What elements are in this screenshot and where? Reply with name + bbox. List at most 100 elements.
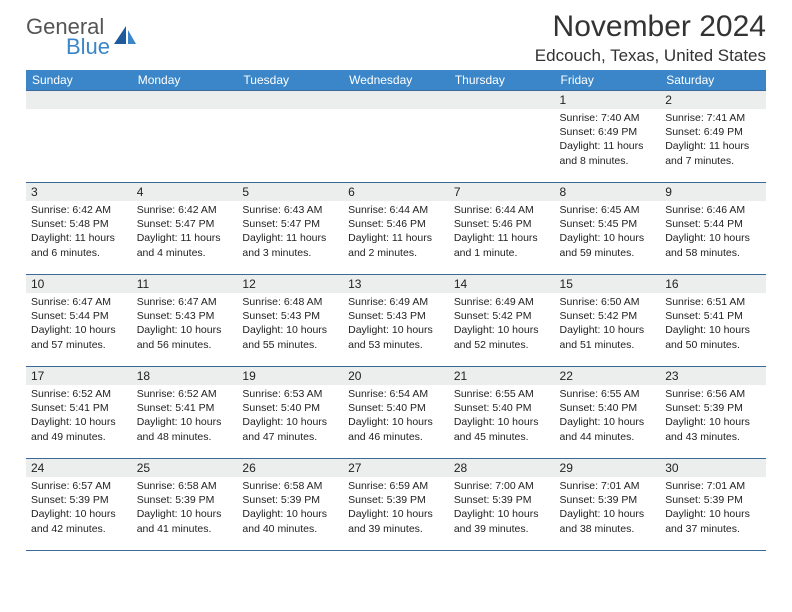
day-header-sunday: Sunday	[26, 70, 132, 91]
day-details: Sunrise: 6:49 AMSunset: 5:43 PMDaylight:…	[343, 293, 449, 356]
day-number: 20	[343, 367, 449, 385]
day-cell: 29Sunrise: 7:01 AMSunset: 5:39 PMDayligh…	[555, 459, 661, 551]
day-cell: 28Sunrise: 7:00 AMSunset: 5:39 PMDayligh…	[449, 459, 555, 551]
week-row: 24Sunrise: 6:57 AMSunset: 5:39 PMDayligh…	[26, 459, 766, 551]
day-details: Sunrise: 6:50 AMSunset: 5:42 PMDaylight:…	[555, 293, 661, 356]
day-cell: 1Sunrise: 7:40 AMSunset: 6:49 PMDaylight…	[555, 91, 661, 183]
day-details: Sunrise: 6:44 AMSunset: 5:46 PMDaylight:…	[343, 201, 449, 264]
day-header-monday: Monday	[132, 70, 238, 91]
day-cell: 3Sunrise: 6:42 AMSunset: 5:48 PMDaylight…	[26, 183, 132, 275]
day-cell: 22Sunrise: 6:55 AMSunset: 5:40 PMDayligh…	[555, 367, 661, 459]
day-details: Sunrise: 6:48 AMSunset: 5:43 PMDaylight:…	[237, 293, 343, 356]
day-details: Sunrise: 7:00 AMSunset: 5:39 PMDaylight:…	[449, 477, 555, 540]
sunset-text: Sunset: 5:40 PM	[560, 401, 656, 415]
sunrise-text: Sunrise: 6:47 AM	[31, 295, 127, 309]
day-details: Sunrise: 6:42 AMSunset: 5:47 PMDaylight:…	[132, 201, 238, 264]
sunset-text: Sunset: 5:40 PM	[242, 401, 338, 415]
day-number: 9	[660, 183, 766, 201]
day-cell: 17Sunrise: 6:52 AMSunset: 5:41 PMDayligh…	[26, 367, 132, 459]
sunrise-text: Sunrise: 6:43 AM	[242, 203, 338, 217]
day-number: 30	[660, 459, 766, 477]
day-cell: 23Sunrise: 6:56 AMSunset: 5:39 PMDayligh…	[660, 367, 766, 459]
sail-icon	[112, 24, 138, 51]
day-number: 6	[343, 183, 449, 201]
day-details: Sunrise: 7:01 AMSunset: 5:39 PMDaylight:…	[555, 477, 661, 540]
sunset-text: Sunset: 5:39 PM	[560, 493, 656, 507]
sunrise-text: Sunrise: 6:44 AM	[348, 203, 444, 217]
sunset-text: Sunset: 5:39 PM	[665, 493, 761, 507]
day-cell: 7Sunrise: 6:44 AMSunset: 5:46 PMDaylight…	[449, 183, 555, 275]
daylight-text: Daylight: 11 hours and 2 minutes.	[348, 231, 444, 259]
day-number	[237, 91, 343, 109]
day-number: 12	[237, 275, 343, 293]
day-number: 5	[237, 183, 343, 201]
week-row: 10Sunrise: 6:47 AMSunset: 5:44 PMDayligh…	[26, 275, 766, 367]
sunset-text: Sunset: 5:40 PM	[348, 401, 444, 415]
day-cell: 14Sunrise: 6:49 AMSunset: 5:42 PMDayligh…	[449, 275, 555, 367]
daylight-text: Daylight: 10 hours and 44 minutes.	[560, 415, 656, 443]
logo-text-blue: Blue	[66, 34, 110, 60]
location: Edcouch, Texas, United States	[535, 46, 766, 66]
daylight-text: Daylight: 10 hours and 52 minutes.	[454, 323, 550, 351]
sunset-text: Sunset: 5:41 PM	[137, 401, 233, 415]
day-details: Sunrise: 6:42 AMSunset: 5:48 PMDaylight:…	[26, 201, 132, 264]
week-row: 17Sunrise: 6:52 AMSunset: 5:41 PMDayligh…	[26, 367, 766, 459]
title-block: November 2024 Edcouch, Texas, United Sta…	[535, 10, 766, 66]
daylight-text: Daylight: 10 hours and 47 minutes.	[242, 415, 338, 443]
sunrise-text: Sunrise: 6:45 AM	[560, 203, 656, 217]
day-cell: 18Sunrise: 6:52 AMSunset: 5:41 PMDayligh…	[132, 367, 238, 459]
day-header-row: SundayMondayTuesdayWednesdayThursdayFrid…	[26, 70, 766, 91]
sunrise-text: Sunrise: 6:49 AM	[348, 295, 444, 309]
day-cell: 8Sunrise: 6:45 AMSunset: 5:45 PMDaylight…	[555, 183, 661, 275]
sunset-text: Sunset: 5:43 PM	[348, 309, 444, 323]
day-number: 24	[26, 459, 132, 477]
daylight-text: Daylight: 10 hours and 56 minutes.	[137, 323, 233, 351]
day-details: Sunrise: 6:47 AMSunset: 5:44 PMDaylight:…	[26, 293, 132, 356]
sunset-text: Sunset: 5:47 PM	[242, 217, 338, 231]
daylight-text: Daylight: 10 hours and 49 minutes.	[31, 415, 127, 443]
daylight-text: Daylight: 10 hours and 37 minutes.	[665, 507, 761, 535]
day-details: Sunrise: 6:58 AMSunset: 5:39 PMDaylight:…	[132, 477, 238, 540]
daylight-text: Daylight: 10 hours and 43 minutes.	[665, 415, 761, 443]
day-details: Sunrise: 6:57 AMSunset: 5:39 PMDaylight:…	[26, 477, 132, 540]
daylight-text: Daylight: 10 hours and 39 minutes.	[348, 507, 444, 535]
day-number: 29	[555, 459, 661, 477]
day-cell: 26Sunrise: 6:58 AMSunset: 5:39 PMDayligh…	[237, 459, 343, 551]
daylight-text: Daylight: 10 hours and 45 minutes.	[454, 415, 550, 443]
sunset-text: Sunset: 5:41 PM	[665, 309, 761, 323]
day-number: 26	[237, 459, 343, 477]
day-number: 17	[26, 367, 132, 385]
week-row: 1Sunrise: 7:40 AMSunset: 6:49 PMDaylight…	[26, 91, 766, 183]
sunrise-text: Sunrise: 6:49 AM	[454, 295, 550, 309]
sunset-text: Sunset: 5:46 PM	[348, 217, 444, 231]
sunset-text: Sunset: 5:39 PM	[665, 401, 761, 415]
sunrise-text: Sunrise: 6:58 AM	[242, 479, 338, 493]
day-details: Sunrise: 6:49 AMSunset: 5:42 PMDaylight:…	[449, 293, 555, 356]
daylight-text: Daylight: 10 hours and 55 minutes.	[242, 323, 338, 351]
week-row: 3Sunrise: 6:42 AMSunset: 5:48 PMDaylight…	[26, 183, 766, 275]
day-number: 23	[660, 367, 766, 385]
sunrise-text: Sunrise: 7:40 AM	[560, 111, 656, 125]
daylight-text: Daylight: 10 hours and 46 minutes.	[348, 415, 444, 443]
sunset-text: Sunset: 5:46 PM	[454, 217, 550, 231]
sunrise-text: Sunrise: 6:54 AM	[348, 387, 444, 401]
day-header-thursday: Thursday	[449, 70, 555, 91]
day-cell	[343, 91, 449, 183]
daylight-text: Daylight: 11 hours and 7 minutes.	[665, 139, 761, 167]
day-cell: 30Sunrise: 7:01 AMSunset: 5:39 PMDayligh…	[660, 459, 766, 551]
sunset-text: Sunset: 5:40 PM	[454, 401, 550, 415]
header: General Blue November 2024 Edcouch, Texa…	[26, 10, 766, 66]
sunset-text: Sunset: 5:48 PM	[31, 217, 127, 231]
daylight-text: Daylight: 11 hours and 4 minutes.	[137, 231, 233, 259]
sunset-text: Sunset: 5:42 PM	[560, 309, 656, 323]
sunrise-text: Sunrise: 6:50 AM	[560, 295, 656, 309]
day-number: 28	[449, 459, 555, 477]
sunrise-text: Sunrise: 6:44 AM	[454, 203, 550, 217]
day-details: Sunrise: 6:47 AMSunset: 5:43 PMDaylight:…	[132, 293, 238, 356]
day-details: Sunrise: 6:58 AMSunset: 5:39 PMDaylight:…	[237, 477, 343, 540]
day-details: Sunrise: 6:45 AMSunset: 5:45 PMDaylight:…	[555, 201, 661, 264]
day-cell: 16Sunrise: 6:51 AMSunset: 5:41 PMDayligh…	[660, 275, 766, 367]
day-cell	[237, 91, 343, 183]
day-details: Sunrise: 7:41 AMSunset: 6:49 PMDaylight:…	[660, 109, 766, 172]
daylight-text: Daylight: 11 hours and 3 minutes.	[242, 231, 338, 259]
